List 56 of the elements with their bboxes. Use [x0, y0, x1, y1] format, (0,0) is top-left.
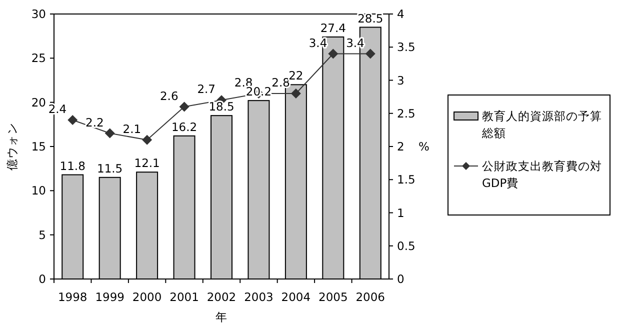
data-label: 2.7 — [197, 82, 216, 96]
x-tick-label: 2006 — [356, 290, 386, 304]
point — [142, 134, 152, 145]
y-tick-label: 10 — [31, 184, 46, 198]
y2-tick-label: 2 — [397, 140, 404, 154]
y2-tick-label: 3.5 — [397, 40, 416, 54]
data-label: 11.8 — [60, 158, 86, 173]
bar — [136, 172, 158, 280]
bar — [173, 135, 196, 280]
y-tick-label: 25 — [31, 51, 46, 66]
bar — [248, 100, 270, 280]
x-tick-label: 2000 — [132, 290, 162, 304]
data-label: 18.5 — [208, 100, 234, 114]
data-label: 22 — [288, 68, 304, 83]
y-tick-label: 5 — [38, 228, 46, 242]
bar — [98, 176, 121, 280]
bar — [210, 115, 232, 280]
y-tick-label: 20 — [31, 95, 46, 110]
x-tick-label: 2004 — [281, 290, 311, 304]
data-label: 2.6 — [160, 88, 178, 103]
data-label: 2.8 — [272, 76, 290, 90]
bar — [62, 174, 84, 280]
y2-tick-label: 1 — [397, 206, 404, 220]
point — [365, 48, 376, 59]
data-label: 16.2 — [171, 120, 198, 134]
x-tick-label: 2001 — [170, 290, 199, 304]
data-label: 28.5 — [358, 11, 384, 26]
y-tick-label: 15 — [31, 140, 46, 154]
point — [104, 128, 115, 138]
x-tick-label: 1998 — [58, 290, 88, 304]
x-tick-label: 1999 — [95, 290, 124, 304]
x-tick-label: 2003 — [244, 290, 274, 304]
y2-tick-label: 3 — [397, 73, 404, 88]
y2-tick-label: 0.5 — [397, 238, 416, 253]
y2-tick-label: 1.5 — [397, 172, 416, 187]
data-label: 2.1 — [122, 122, 142, 136]
point — [68, 115, 78, 125]
x-axis-title: 年 — [216, 310, 228, 324]
data-label: 27.4 — [320, 20, 346, 35]
point — [328, 48, 338, 59]
y-tick-label: 0 — [38, 272, 46, 286]
point — [290, 88, 301, 98]
y-tick-label: 30 — [31, 7, 46, 21]
point — [179, 102, 190, 112]
y2-tick-label: 0 — [397, 272, 404, 286]
y2-axis-title: % — [418, 140, 430, 154]
x-tick-label: 2005 — [318, 290, 348, 304]
data-label: 2.2 — [86, 115, 104, 130]
data-label: 12.1 — [134, 156, 160, 170]
y2-tick-label: 2.5 — [397, 106, 416, 120]
x-tick-label: 2002 — [206, 290, 236, 304]
y-axis-title: 億ウォン — [5, 122, 19, 170]
data-label: 11.5 — [97, 161, 123, 176]
legend-label: 公財政支出教育費の対GDP費 — [482, 159, 602, 190]
legend-label: 教育人的資源部の予算総額 — [481, 109, 602, 140]
y2-tick-label: 4 — [397, 7, 404, 21]
